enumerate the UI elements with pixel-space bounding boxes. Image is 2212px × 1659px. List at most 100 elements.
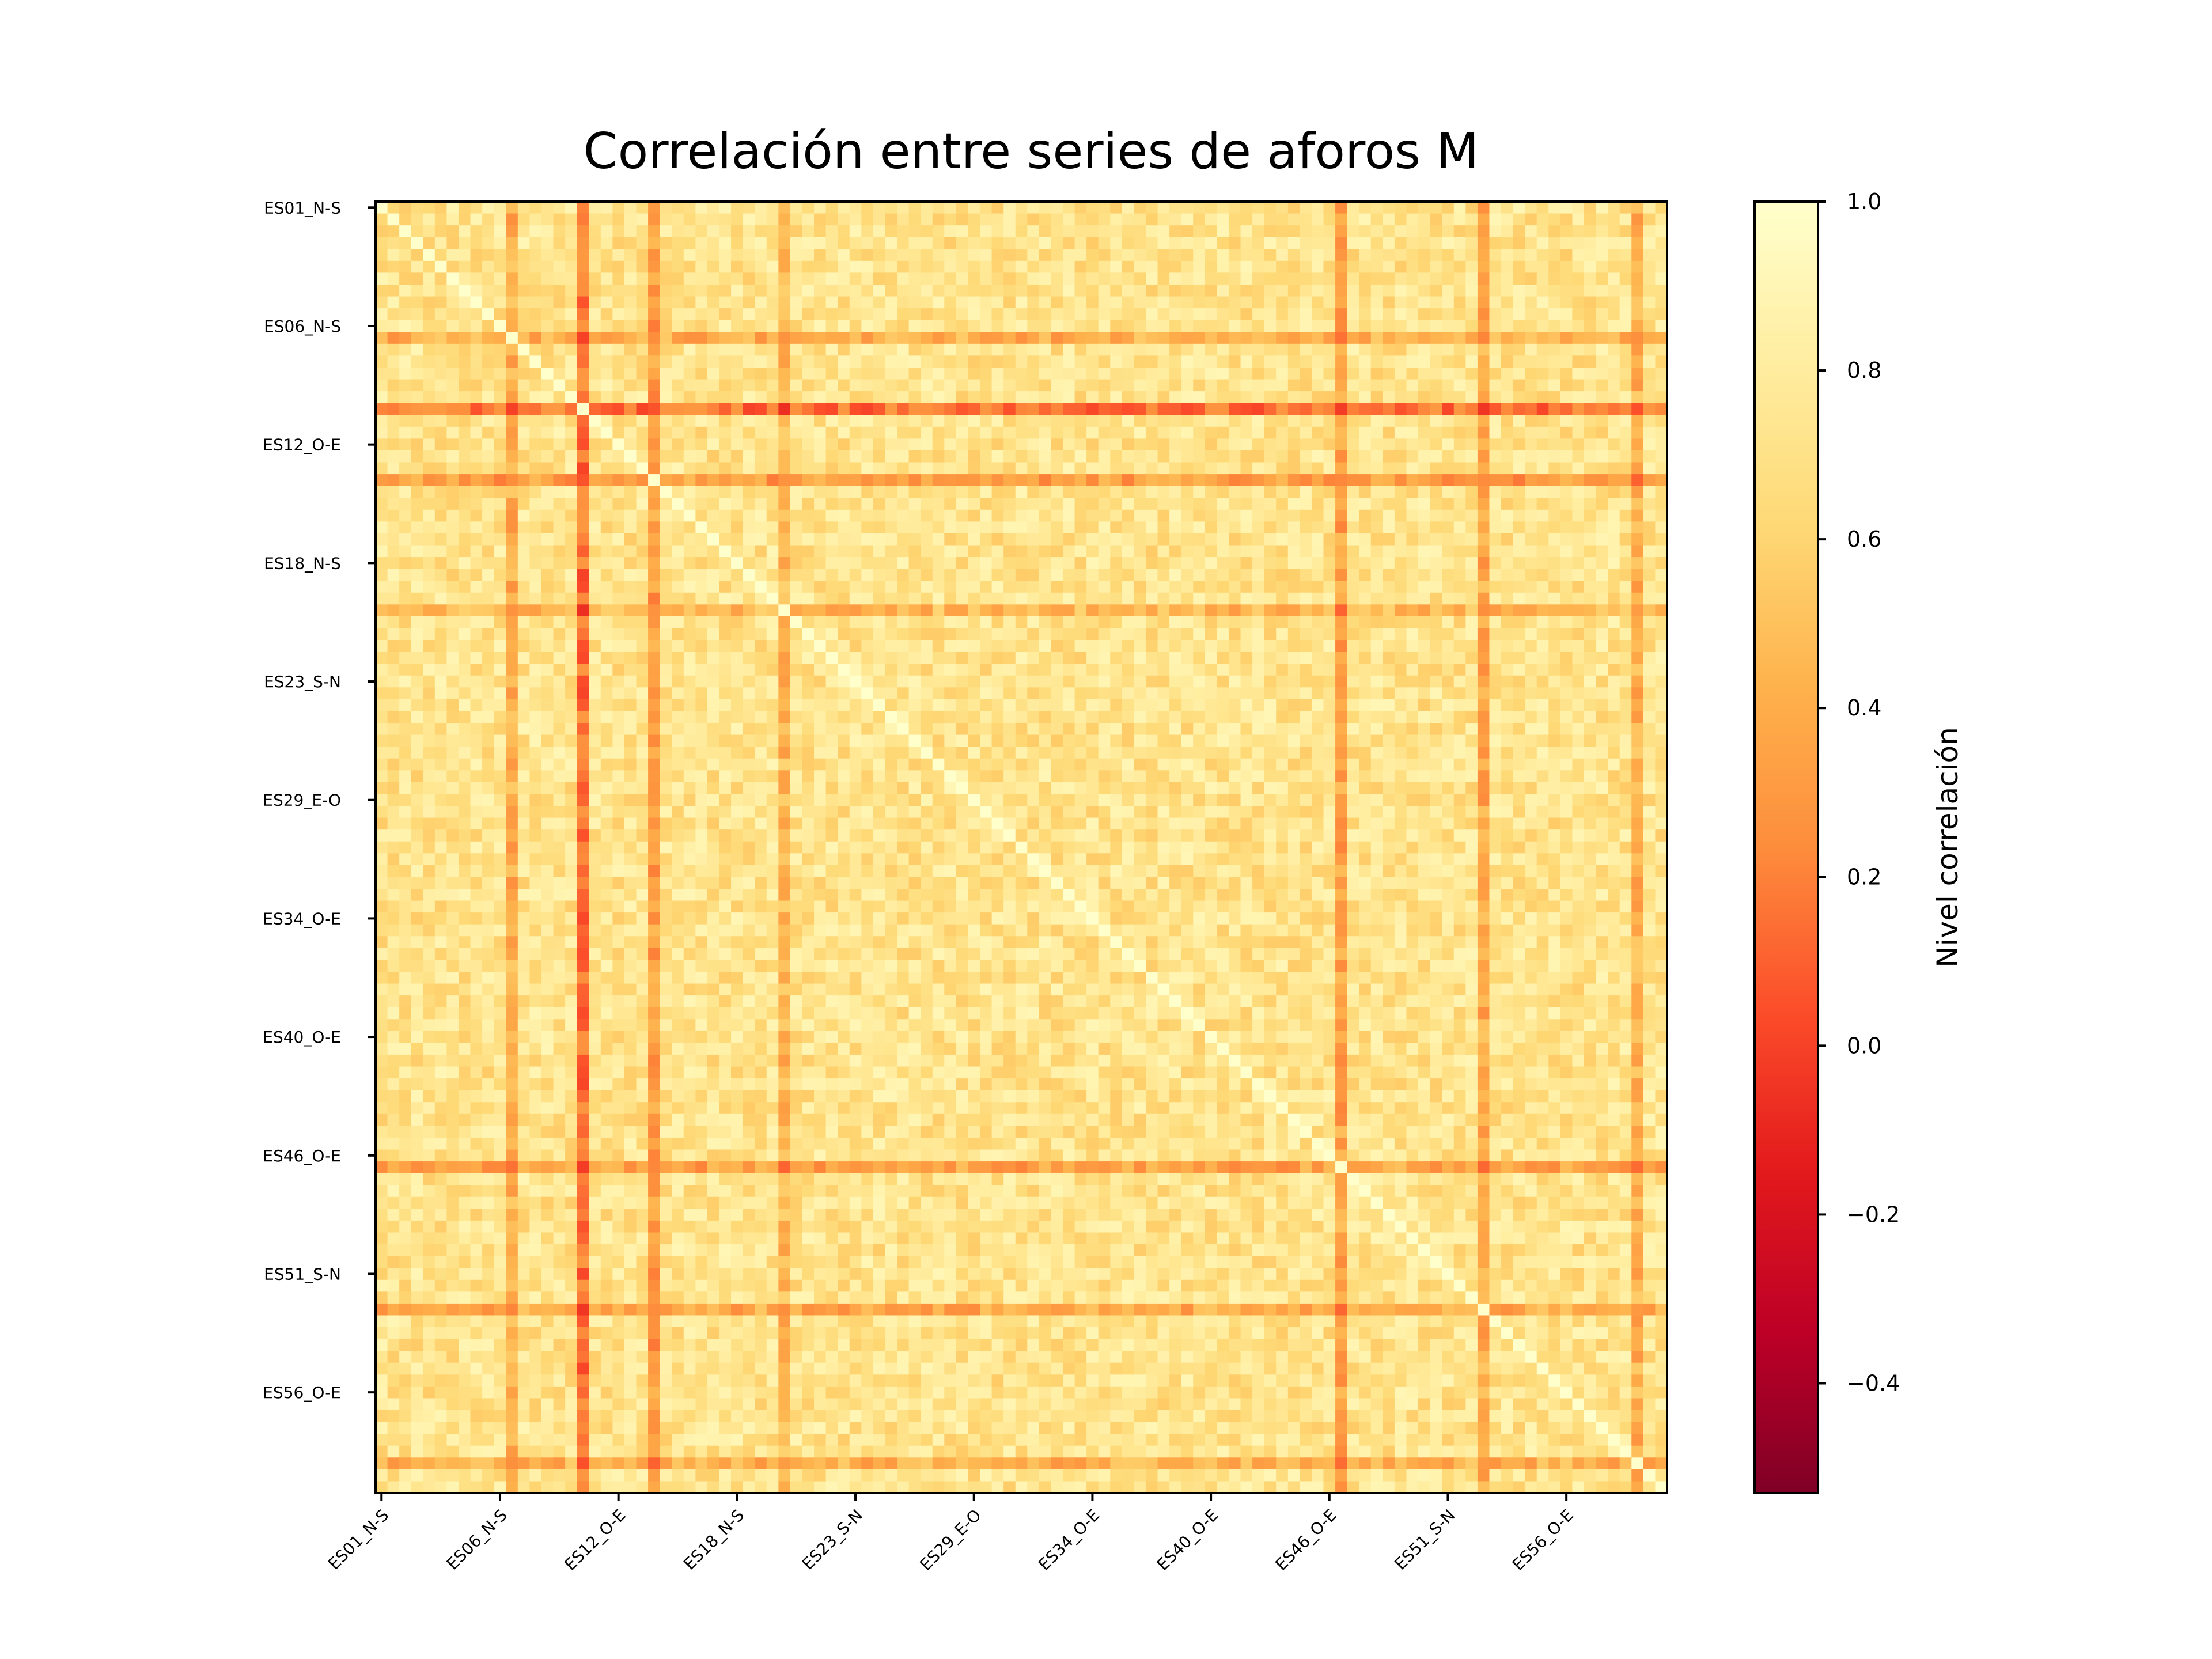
heatmap-cell — [849, 379, 862, 392]
heatmap-cell — [541, 260, 554, 274]
heatmap-cell — [1287, 474, 1300, 487]
heatmap-cell — [1453, 225, 1466, 238]
heatmap-cell — [1335, 450, 1348, 463]
heatmap-cell — [1240, 486, 1253, 498]
heatmap-cell — [825, 699, 838, 712]
heatmap-cell — [541, 391, 554, 404]
heatmap-cell — [399, 604, 412, 617]
heatmap-cell — [1051, 202, 1063, 214]
heatmap-cell — [1240, 343, 1253, 356]
heatmap-cell — [1287, 545, 1300, 558]
heatmap-cell — [1240, 426, 1253, 439]
heatmap-cell — [589, 509, 601, 522]
heatmap-cell — [1525, 474, 1537, 487]
heatmap-cell — [778, 438, 791, 451]
heatmap-cell — [838, 320, 850, 332]
heatmap-cell — [636, 711, 649, 724]
heatmap-cell — [1027, 225, 1040, 238]
heatmap-cell — [731, 723, 744, 736]
heatmap-cell — [446, 202, 459, 214]
heatmap-cell — [1608, 225, 1620, 238]
heatmap-cell — [1086, 391, 1099, 404]
heatmap-cell — [932, 711, 945, 724]
heatmap-cell — [1098, 723, 1111, 736]
heatmap-cell — [660, 628, 672, 641]
heatmap-cell — [387, 450, 400, 463]
heatmap-cell — [921, 569, 933, 581]
heatmap-cell — [1323, 545, 1336, 558]
heatmap-cell — [600, 343, 613, 356]
heatmap-cell — [1062, 249, 1075, 262]
heatmap-cell — [1430, 379, 1442, 392]
heatmap-cell — [1098, 272, 1111, 285]
heatmap-cell — [1181, 415, 1194, 427]
heatmap-cell — [458, 225, 471, 238]
heatmap-cell — [612, 652, 625, 664]
heatmap-cell — [743, 592, 755, 605]
heatmap-cell — [565, 438, 578, 451]
heatmap-cell — [612, 592, 625, 605]
heatmap-cell — [1252, 284, 1265, 297]
heatmap-cell — [1548, 426, 1561, 439]
heatmap-cell — [1619, 545, 1632, 558]
heatmap-cell — [1264, 260, 1277, 274]
heatmap-cell — [1323, 604, 1336, 617]
heatmap-cell — [1181, 355, 1194, 368]
heatmap-cell — [1394, 237, 1407, 249]
heatmap-cell — [506, 403, 518, 415]
heatmap-cell — [944, 343, 957, 356]
heatmap-cell — [838, 450, 850, 463]
heatmap-cell — [719, 202, 732, 214]
heatmap-cell — [1430, 569, 1442, 581]
heatmap-cell — [932, 734, 945, 747]
heatmap-cell — [1086, 237, 1099, 249]
heatmap-cell — [1631, 225, 1644, 238]
heatmap-cell — [1264, 237, 1277, 249]
heatmap-cell — [458, 260, 471, 274]
heatmap-cell — [1003, 225, 1016, 238]
heatmap-cell — [980, 545, 993, 558]
heatmap-cell — [1228, 592, 1241, 605]
heatmap-cell — [991, 581, 1004, 593]
heatmap-cell — [1608, 711, 1620, 724]
heatmap-cell — [565, 581, 578, 593]
heatmap-cell — [600, 225, 613, 238]
heatmap-cell — [873, 628, 886, 641]
heatmap-cell — [1193, 616, 1206, 629]
heatmap-cell — [802, 450, 815, 463]
heatmap-cell — [1134, 308, 1146, 321]
heatmap-cell — [1098, 734, 1111, 747]
heatmap-cell — [838, 652, 850, 664]
heatmap-cell — [1442, 569, 1455, 581]
heatmap-cell — [636, 237, 649, 249]
heatmap-cell — [1074, 664, 1087, 676]
heatmap-cell — [494, 391, 506, 404]
heatmap-cell — [1584, 711, 1597, 724]
heatmap-cell — [1596, 498, 1608, 510]
heatmap-cell — [1347, 272, 1359, 285]
heatmap-cell — [589, 652, 601, 664]
heatmap-cell — [1276, 379, 1289, 392]
heatmap-cell — [1631, 699, 1644, 712]
heatmap-cell — [1181, 213, 1194, 226]
heatmap-cell — [1110, 391, 1123, 404]
heatmap-cell — [968, 628, 980, 641]
heatmap-cell — [1217, 711, 1229, 724]
heatmap-cell — [1134, 557, 1146, 570]
heatmap-cell — [411, 391, 423, 404]
heatmap-cell — [517, 498, 530, 510]
heatmap-cell — [1619, 284, 1632, 297]
heatmap-cell — [1631, 379, 1644, 392]
heatmap-cell — [1323, 711, 1336, 724]
heatmap-cell — [838, 699, 850, 712]
heatmap-cell — [1608, 675, 1620, 688]
heatmap-cell — [577, 225, 589, 238]
heatmap-cell — [766, 581, 779, 593]
heatmap-cell — [755, 545, 767, 558]
heatmap-cell — [1181, 391, 1194, 404]
heatmap-cell — [932, 675, 945, 688]
heatmap-cell — [1110, 403, 1123, 415]
heatmap-cell — [636, 343, 649, 356]
heatmap-cell — [921, 308, 933, 321]
heatmap-cell — [932, 628, 945, 641]
